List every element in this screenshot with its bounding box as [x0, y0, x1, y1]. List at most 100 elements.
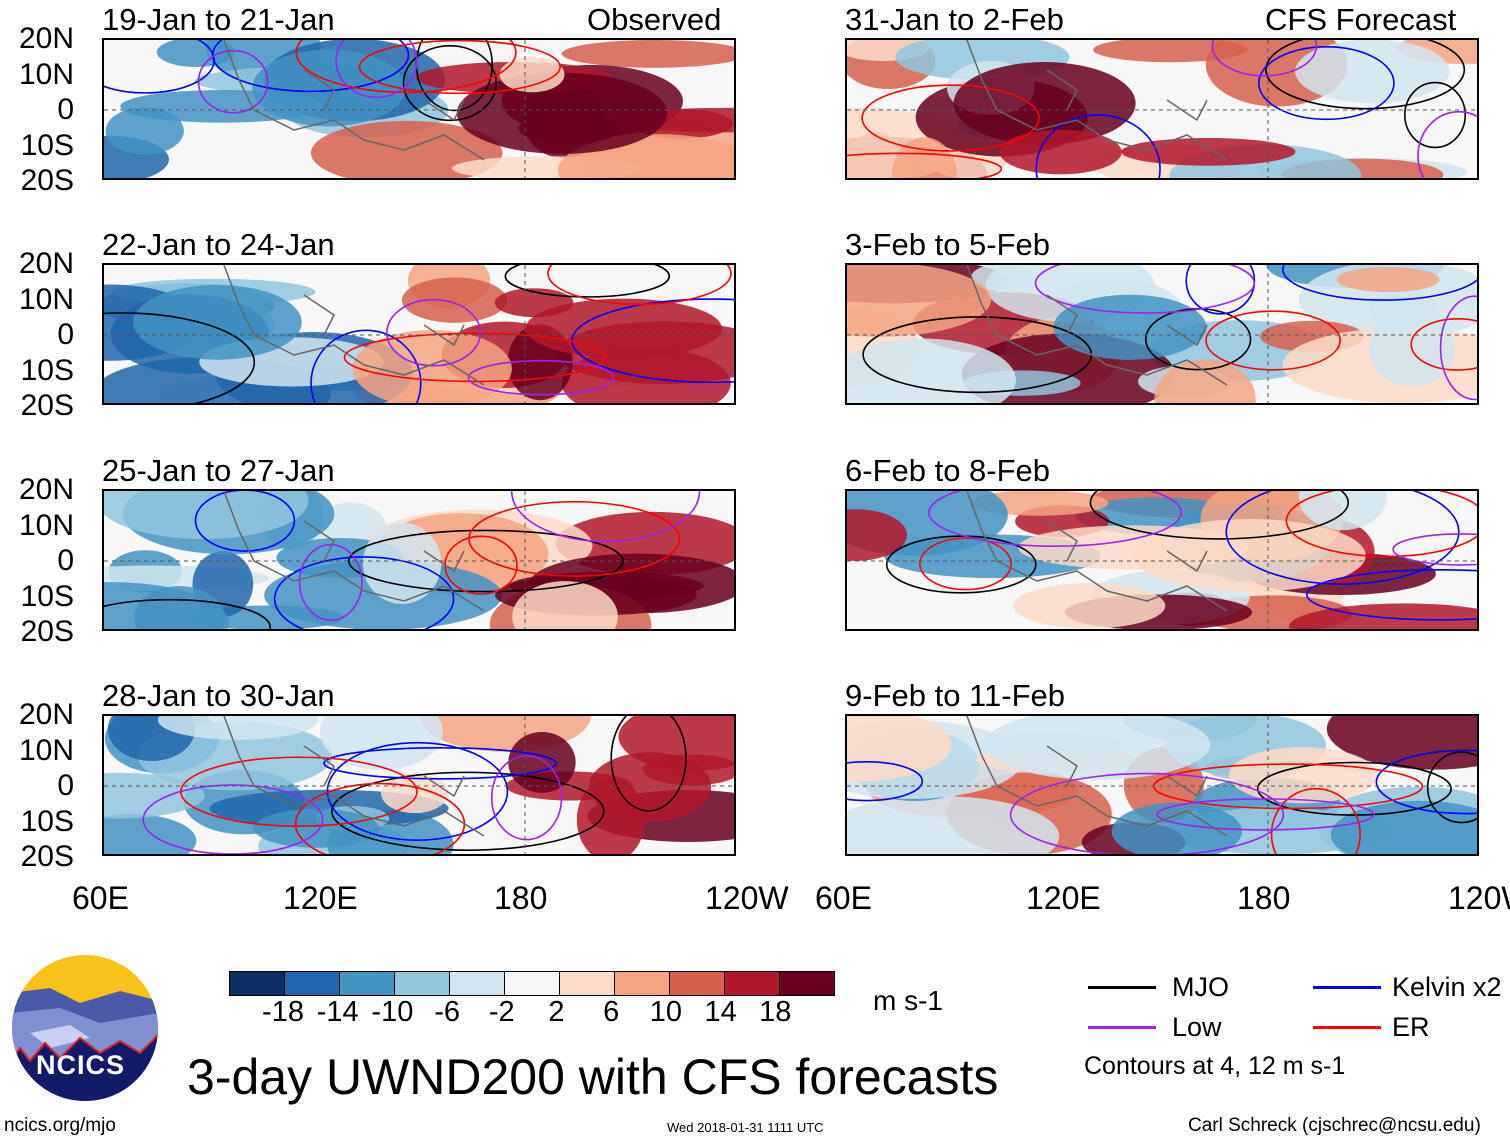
contour-line	[1156, 798, 1375, 831]
contour-line	[1185, 265, 1256, 315]
wind-anomaly-blob	[1336, 266, 1440, 293]
colorbar	[229, 971, 835, 996]
contour-line	[1009, 772, 1285, 854]
panel-title: 31-Jan to 2-Feb	[845, 2, 1064, 37]
wind-anomaly-blob	[1228, 747, 1378, 804]
wind-anomaly-blob	[1111, 802, 1243, 854]
contour-line	[1225, 491, 1460, 585]
wind-anomaly-blob	[380, 773, 449, 814]
wind-anomaly-blob	[508, 731, 576, 793]
contour-line	[467, 359, 615, 396]
contour-line	[847, 152, 1003, 178]
map-panel-observed	[102, 489, 736, 631]
wind-anomaly-blob	[319, 716, 443, 770]
lat-label: 10N	[18, 508, 74, 542]
wind-anomaly-blob	[561, 40, 734, 68]
colorbar-swatch	[725, 972, 780, 995]
panel-title: 25-Jan to 27-Jan	[102, 453, 335, 488]
footer-url: ncics.org/mjo	[4, 1115, 116, 1136]
contour-line	[1256, 761, 1452, 816]
coastline	[966, 716, 1228, 837]
colorbar-unit: m s-1	[873, 985, 943, 1016]
figure-title: 3-day UWND200 with CFS forecasts	[187, 1049, 999, 1105]
colorbar-swatch	[560, 972, 615, 995]
contour-line	[1034, 265, 1256, 314]
wind-anomaly-blob	[104, 491, 309, 540]
contour-line	[928, 491, 1183, 547]
legend-line-kelvin	[1313, 986, 1381, 989]
coastline	[966, 40, 1228, 161]
colorbar-tick-label: 6	[603, 996, 620, 1028]
lon-label: 180	[1237, 880, 1291, 916]
wind-anomaly-blob	[105, 107, 184, 155]
wind-anomaly-blob	[847, 716, 952, 782]
contour-line	[1205, 310, 1341, 371]
contour-line	[1257, 46, 1395, 121]
panel-title: 9-Feb to 11-Feb	[845, 678, 1065, 713]
contour-line	[1306, 568, 1477, 621]
contour-line	[343, 332, 607, 383]
contour-line	[197, 49, 269, 114]
lat-label: 20N	[18, 473, 74, 506]
lat-label: 0	[57, 93, 74, 126]
contour-line	[331, 771, 605, 851]
colorbar-tick-label: -10	[371, 996, 414, 1028]
colorbar-tick-label: 10	[649, 996, 683, 1028]
wind-anomaly-blob	[362, 522, 442, 605]
coastline	[223, 716, 485, 837]
contour-line	[1089, 491, 1350, 540]
lat-label: 10S	[20, 353, 74, 387]
coastline	[966, 491, 1228, 612]
wind-anomaly-blob	[1154, 359, 1256, 403]
contour-line	[1410, 318, 1477, 371]
contour-line	[104, 598, 271, 629]
panel-title: 6-Feb to 8-Feb	[845, 453, 1051, 488]
contour-line	[1211, 40, 1318, 77]
colorbar-tick-label: -14	[316, 996, 359, 1028]
colorbar-tick-label: 2	[548, 996, 565, 1028]
lat-label: 20S	[20, 389, 74, 422]
contour-line	[610, 716, 687, 812]
logo-text: NCICS	[36, 1050, 126, 1080]
colorbar-swatch	[505, 972, 560, 995]
map-panel-forecast	[845, 263, 1479, 405]
wind-anomaly-blob	[847, 509, 908, 561]
legend-line-er	[1313, 1026, 1381, 1029]
wind-anomaly-blob	[499, 56, 565, 93]
coastline	[223, 40, 485, 161]
legend-line-mjo	[1088, 986, 1156, 989]
wind-anomaly-blob	[456, 72, 668, 154]
contour-line	[547, 265, 732, 306]
footer-timestamp: Wed 2018-01-31 1111 UTC	[667, 1120, 824, 1135]
lon-label: 60E	[72, 880, 129, 916]
panel-title: 22-Jan to 24-Jan	[102, 227, 335, 262]
wind-anomaly-blob	[157, 716, 319, 740]
contour-line	[358, 40, 561, 95]
footer-author: Carl Schreck (cjschrec@ncsu.edu)	[1188, 1115, 1481, 1136]
coastline	[223, 265, 485, 386]
colorbar-tick-label: -6	[434, 996, 460, 1028]
lat-label: 0	[57, 318, 74, 351]
forecast-label: CFS Forecast	[1265, 2, 1457, 37]
contour-line	[348, 529, 624, 593]
lat-label: 20S	[20, 615, 74, 648]
contour-line	[402, 45, 498, 122]
contour-line	[468, 500, 681, 577]
lat-label: 0	[57, 769, 74, 802]
wind-anomaly-blob	[104, 772, 205, 819]
contour-line	[1439, 295, 1477, 401]
lat-label: 20S	[20, 840, 74, 873]
wind-anomaly-blob	[1053, 294, 1207, 360]
wind-anomaly-blob	[1121, 137, 1296, 166]
contour-line	[104, 312, 256, 403]
lat-label: 20N	[18, 247, 74, 280]
colorbar-swatch	[340, 972, 395, 995]
contour-line	[335, 40, 418, 99]
contour-line	[1426, 751, 1477, 824]
wind-anomaly-blob	[847, 265, 992, 337]
contour-line	[326, 741, 509, 841]
wind-anomaly-blob	[1018, 525, 1249, 570]
legend-label-kelvin: Kelvin x2	[1392, 972, 1502, 1002]
contour-line	[142, 784, 324, 854]
